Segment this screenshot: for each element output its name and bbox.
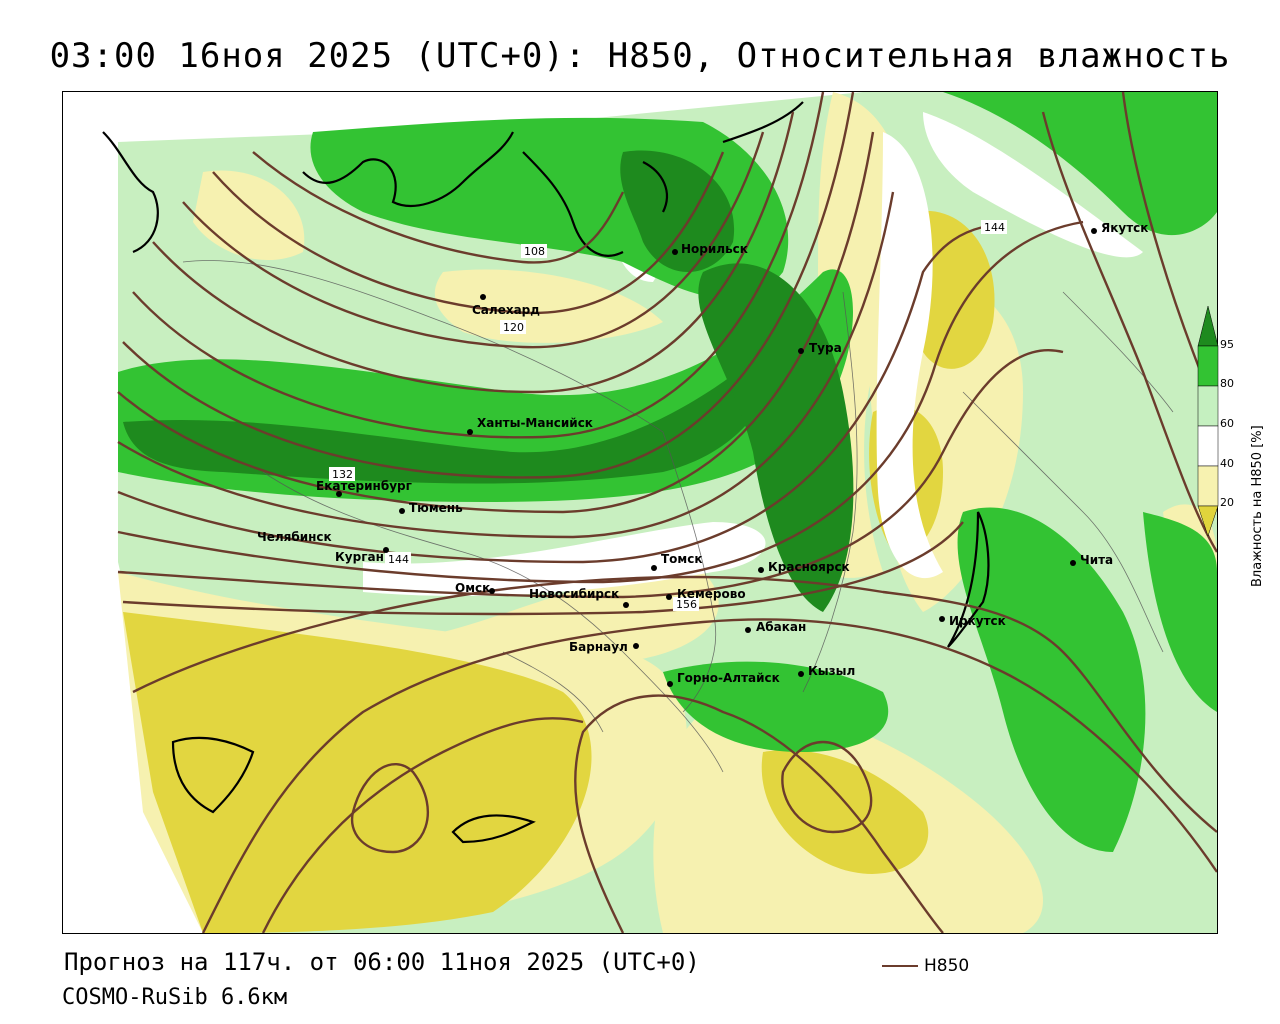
contour-line-legend: H850 (882, 954, 969, 978)
city-label: Тура (809, 341, 842, 355)
map-panel[interactable]: 108 120 132 144 144 156 Салехард Норильс… (62, 91, 1218, 934)
city-label: Норильск (681, 242, 748, 256)
city-label: Курган (335, 550, 384, 564)
legend-tick: 80 (1220, 377, 1234, 390)
city-label: Якутск (1101, 221, 1148, 235)
contour-label: 144 (984, 221, 1005, 234)
city-label: Иркутск (949, 614, 1006, 628)
city-label: Екатеринбург (316, 479, 412, 493)
city-label: Горно-Алтайск (677, 671, 780, 685)
map-title: 03:00 16ноя 2025 (UTC+0): H850, Относите… (49, 36, 1231, 76)
contour-label: 108 (524, 245, 545, 258)
forecast-info: Прогноз на 117ч. от 06:00 11ноя 2025 (UT… (64, 948, 700, 976)
city-label: Салехард (472, 303, 540, 317)
contour-label: 132 (332, 468, 353, 481)
region-borders (182, 260, 1174, 773)
contour-label: 144 (388, 553, 409, 566)
city-label: Челябинск (257, 530, 332, 544)
legend-title: Влажность на H850 [%] (1250, 425, 1265, 587)
city-label: Кемерово (677, 587, 746, 601)
city-label: Абакан (756, 620, 806, 634)
legend-tick: 40 (1220, 457, 1234, 470)
map-canvas: 108 120 132 144 144 156 Салехард Норильс… (63, 92, 1217, 933)
city-label: Тюмень (409, 501, 463, 515)
humid-areas (118, 92, 1217, 852)
coastlines (102, 101, 990, 844)
city-label: Ханты-Мансийск (477, 416, 593, 430)
legend-title-text: Влажность на H850 [%] (1250, 425, 1265, 587)
contour-line-swatch (882, 965, 918, 967)
contour-label: 120 (503, 321, 524, 334)
legend-tick: 20 (1220, 496, 1234, 509)
contour-label: 156 (676, 598, 697, 611)
city-label: Омск (455, 581, 490, 595)
legend-tick: 95 (1220, 338, 1234, 351)
contour-line-legend-label: H850 (924, 956, 970, 976)
cities: Салехард Норильск Тура Якутск Ханты-Манс… (257, 221, 1148, 687)
humidity-legend: 95 80 60 40 20 (1197, 305, 1234, 537)
city-label: Новосибирск (529, 587, 619, 601)
city-label: Томск (661, 552, 703, 566)
city-label: Красноярск (768, 560, 850, 574)
model-name: COSMO-RuSib 6.6км (62, 985, 288, 1010)
city-label: Чита (1080, 553, 1113, 567)
legend-tick: 60 (1220, 417, 1234, 430)
city-label: Кызыл (808, 664, 855, 678)
city-label: Барнаул (569, 640, 628, 654)
contour-labels: 108 120 132 144 144 156 (329, 220, 1007, 611)
